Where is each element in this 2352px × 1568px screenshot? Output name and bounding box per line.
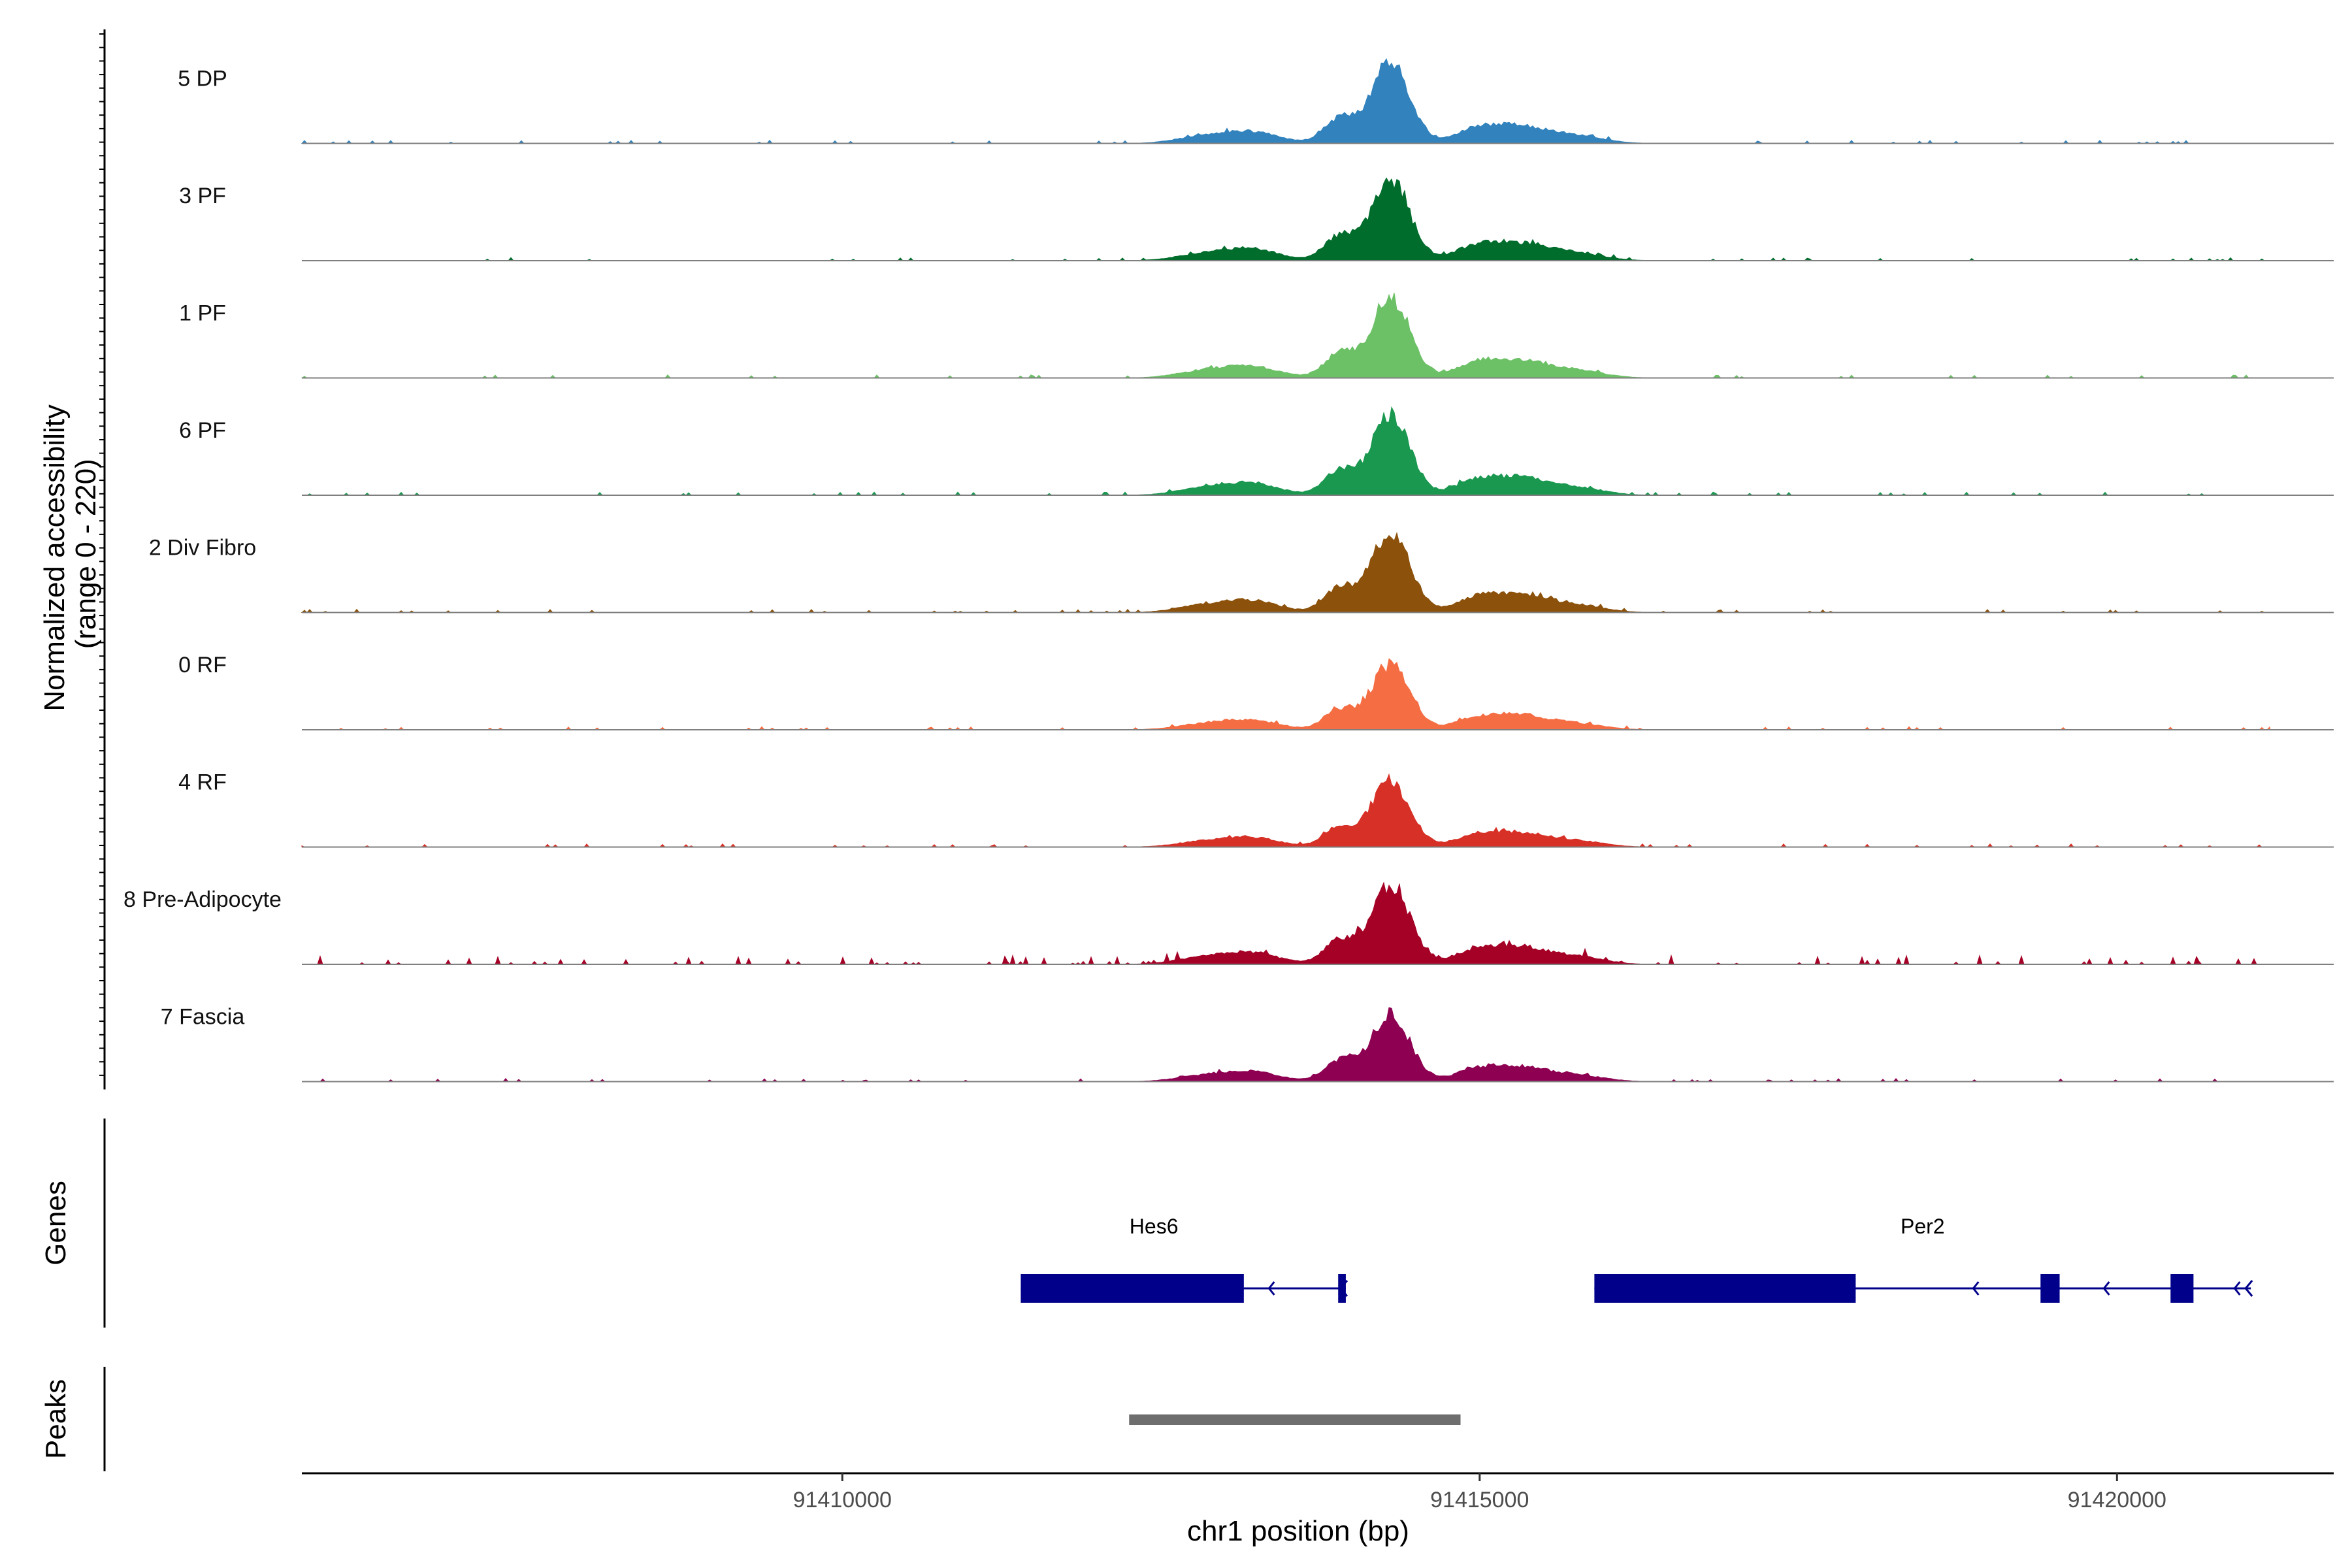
track-label: 2 Div Fibro <box>149 536 256 561</box>
coverage-area <box>302 658 2271 730</box>
coverage-area <box>302 177 2270 261</box>
x-tick-label: 91415000 <box>1430 1488 1529 1512</box>
track-label: 7 Fascia <box>161 1005 245 1030</box>
gene-exon <box>1338 1274 1346 1303</box>
y-axis-title-line2: (range 0 - 220) <box>70 459 102 649</box>
strand-arrow <box>2102 1281 2110 1296</box>
coverage-area <box>301 57 2270 144</box>
gene-exon <box>1021 1274 1244 1303</box>
gene-exon <box>2170 1274 2194 1303</box>
strand-arrow <box>2233 1281 2241 1296</box>
x-tick-label: 91410000 <box>793 1488 892 1512</box>
coverage-area <box>301 532 2270 613</box>
coverage-area <box>301 773 2270 848</box>
coverage-area <box>301 293 2270 379</box>
x-axis-title: chr1 position (bp) <box>1187 1515 1409 1547</box>
track-label: 8 Pre-Adipocyte <box>123 887 282 912</box>
gene-exon <box>2040 1274 2060 1303</box>
gene-exon <box>1594 1274 1856 1303</box>
coverage-area <box>302 406 2270 496</box>
coverage-area <box>302 881 2270 966</box>
peaks-track-title: Peaks <box>40 1379 72 1459</box>
x-tick-label: 91420000 <box>2068 1488 2166 1512</box>
track-label: 5 DP <box>178 67 227 91</box>
track-label: 3 PF <box>179 184 226 208</box>
y-axis-title: Normalized accessibility (range 0 - 220) <box>39 397 102 711</box>
y-axis-title-line1: Normalized accessibility <box>39 404 71 711</box>
track-label: 0 RF <box>178 653 227 678</box>
track-label: 4 RF <box>178 770 227 795</box>
strand-arrow <box>2244 1280 2253 1297</box>
gene-label: Hes6 <box>1130 1215 1179 1238</box>
genes-track-title: Genes <box>40 1181 72 1266</box>
track-label: 1 PF <box>179 301 226 326</box>
gene-label: Per2 <box>1901 1215 1945 1238</box>
strand-arrow <box>1972 1281 1980 1296</box>
strand-arrow <box>1267 1281 1275 1296</box>
coverage-area <box>302 1007 2270 1083</box>
track-label: 6 PF <box>179 418 226 443</box>
